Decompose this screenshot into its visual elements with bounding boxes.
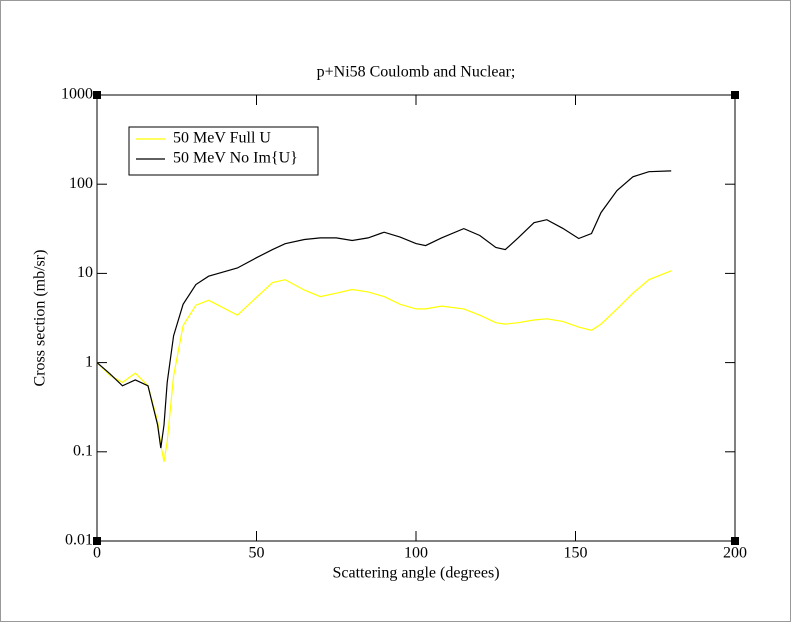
x-axis-label: Scattering angle (degrees) [332,565,499,582]
x-tick-label: 150 [564,545,588,562]
x-tick-label: 0 [93,545,101,562]
legend-label: 50 MeV No Im{U} [173,150,298,167]
series-line [96,270,672,463]
x-tick-label: 100 [404,545,428,562]
y-tick-label: 0.01 [65,532,93,549]
y-tick-label: 0.1 [73,442,93,459]
y-tick-label: 10 [77,264,93,281]
y-tick-label: 100 [69,175,93,192]
y-tick-label: 1 [85,353,93,370]
x-tick-label: 200 [723,545,747,562]
x-tick-label: 50 [249,545,265,562]
series-line [96,170,672,449]
y-tick-label: 1000 [61,86,93,103]
legend-box [128,126,319,176]
legend-label: 50 MeV Full U [173,130,271,147]
y-axis-label: Cross section (mb/sr) [32,250,49,387]
chart-title: p+Ni58 Coulomb and Nuclear; [317,64,516,81]
